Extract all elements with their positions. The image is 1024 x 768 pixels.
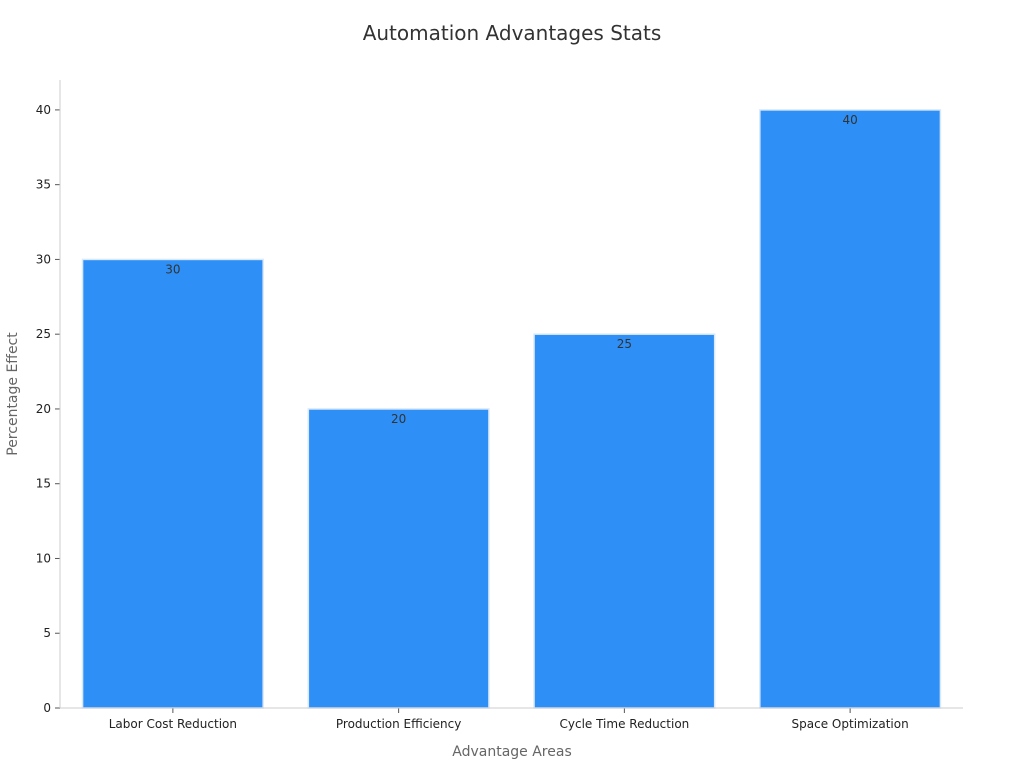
bar-3 [759, 109, 942, 709]
x-axis-label: Advantage Areas [452, 744, 572, 760]
bar-0 [81, 258, 264, 709]
y-tick-label-1: 5 [43, 626, 51, 640]
data-label-1: 20 [391, 412, 406, 426]
y-tick-label-2: 10 [36, 551, 51, 565]
data-label-3: 40 [842, 113, 857, 127]
x-tick-label-2: Cycle Time Reduction [559, 717, 689, 731]
data-label-2: 25 [617, 337, 632, 351]
x-axis-ticks: Labor Cost Reduction Production Efficienc… [109, 708, 909, 731]
bar-1 [307, 408, 490, 709]
data-label-0: 30 [165, 262, 180, 276]
chart-title: Automation Advantages Stats [363, 21, 662, 45]
y-tick-label-6: 30 [36, 252, 51, 266]
y-tick-label-0: 0 [43, 701, 51, 715]
data-labels-group: 30 20 25 40 [165, 113, 858, 426]
x-tick-label-0: Labor Cost Reduction [109, 717, 237, 731]
x-tick-label-3: Space Optimization [792, 717, 909, 731]
y-tick-label-3: 15 [36, 477, 51, 491]
y-tick-label-8: 40 [36, 103, 51, 117]
bars-group [81, 109, 942, 709]
y-tick-label-7: 35 [36, 178, 51, 192]
y-tick-label-5: 25 [36, 327, 51, 341]
bar-2 [533, 333, 716, 709]
x-tick-label-1: Production Efficiency [336, 717, 461, 731]
y-axis-ticks: 0 5 10 15 20 25 30 35 40 [36, 103, 60, 715]
y-tick-label-4: 20 [36, 402, 51, 416]
y-axis-label: Percentage Effect [5, 332, 21, 456]
